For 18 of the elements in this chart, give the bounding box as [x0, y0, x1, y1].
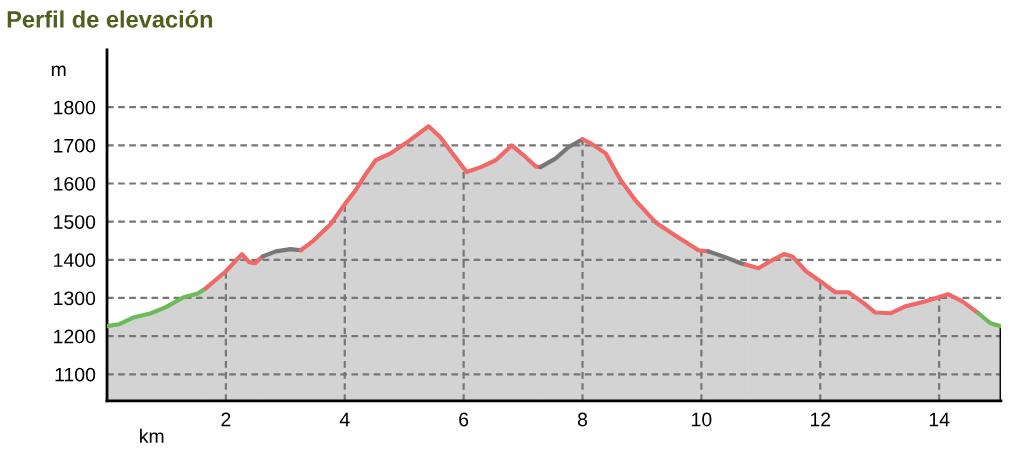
- x-tick-label: 12: [810, 412, 831, 427]
- y-tick-label: 1600: [54, 176, 96, 191]
- x-tick-label: 2: [221, 412, 231, 427]
- x-tick-label: 14: [929, 412, 950, 427]
- y-tick-label: 1500: [54, 215, 96, 229]
- x-tick-label: 4: [339, 412, 350, 427]
- y-axis-title: m: [51, 65, 66, 77]
- y-tick-label: 1400: [54, 253, 96, 268]
- chart-title: Perfil de elevación: [7, 10, 213, 28]
- x-tick-label: 8: [577, 412, 588, 427]
- y-tick-label: 1100: [55, 367, 96, 382]
- y-tick-label: 1800: [54, 100, 96, 115]
- y-tick-label: 1200: [54, 329, 96, 344]
- x-axis-title: km: [140, 428, 164, 443]
- y-tick-label: 1300: [54, 291, 96, 306]
- y-tick-label: 1700: [54, 138, 96, 153]
- x-tick-label: 10: [692, 412, 712, 427]
- x-tick-label: 6: [459, 412, 469, 427]
